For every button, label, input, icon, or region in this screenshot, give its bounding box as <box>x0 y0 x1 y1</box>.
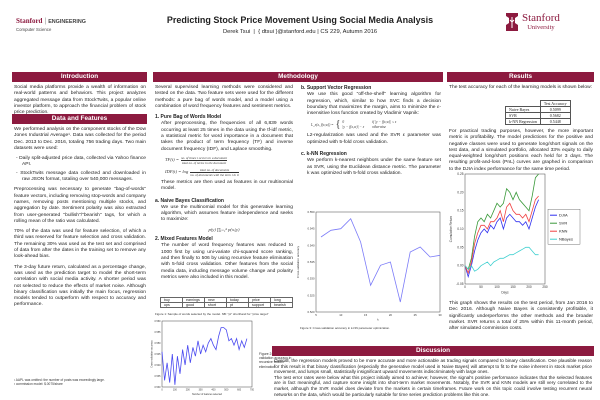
y-tick-label: 0.10 <box>457 227 463 231</box>
figure-3-caption: Figure 3: Cross-validation accuracy in k… <box>300 326 391 330</box>
results-summary-text: This graph shows the results on the test… <box>449 301 593 332</box>
y-tick-label: 0.540 <box>155 364 162 367</box>
introduction-text: Social media platforms provide a wealth … <box>14 85 146 116</box>
stanford-tree-seal-icon <box>506 13 518 31</box>
x-axis-label: k <box>377 318 379 322</box>
legend-label: NBayes <box>559 237 573 242</box>
authors: Derek Tsui | { dtsui }@stanford.edu | CS… <box>222 29 378 35</box>
results-intro: The test accuracy for each of the learni… <box>449 85 592 90</box>
figure-2-chart: 0 100 200 300 400 500 600 700 0.530 0.535 0.540 0.5… <box>150 320 255 396</box>
y-tick-label: 0.25 <box>457 172 463 176</box>
figure-1-caption: Figure 1: Sample of words selected by th… <box>155 312 269 316</box>
x-tick-label: 50 <box>479 285 483 289</box>
legend: DJIA SVR KNN NBayes <box>547 209 581 245</box>
y-tick-label: 0.520 <box>308 310 315 314</box>
discussion-header: Discussion <box>272 346 594 356</box>
accuracy-table: Test Accuracy Naive Bayes 0.5099 SVR 0.568… <box>505 100 571 125</box>
y-tick-label: 0.540 <box>308 243 315 247</box>
table-row: k-NN Regression 0.5448 <box>505 118 571 125</box>
y-tick-label: 0.530 <box>308 277 315 281</box>
selected-words-table: buy earnings new today price long ups good shor… <box>160 297 293 308</box>
poster-title: Predicting Stock Price Movement Using So… <box>166 15 434 25</box>
y-tick-label: 0.535 <box>308 260 315 264</box>
x-tick-label: 15 <box>364 313 368 317</box>
results-header: Results <box>447 72 594 82</box>
x-tick-label: 300 <box>199 388 204 391</box>
table-row: ups good short pt support bearish <box>160 302 293 308</box>
y-tick-label: 0.20 <box>457 190 463 194</box>
methodology-right: b. Support Vector Regression We use this… <box>301 85 441 176</box>
series-line <box>161 327 248 385</box>
x-tick-label: 150 <box>510 285 516 289</box>
results-profitability-text: For practical trading purposes, however,… <box>449 129 593 172</box>
y-tick-label: -0.05 <box>456 282 463 286</box>
y-tick-label: 0.15 <box>457 209 463 213</box>
x-tick-label: 10 <box>339 313 343 317</box>
header: Stanford | ENGINEERING Computer Science … <box>0 0 600 45</box>
x-tick-label: 0 <box>464 285 466 289</box>
y-tick-label: 0.535 <box>155 375 162 378</box>
legend-label: KNN <box>559 229 568 234</box>
series-line <box>320 217 441 303</box>
series-line-djia <box>464 199 539 279</box>
y-axis-label: Cross-validation accuracy <box>296 245 300 278</box>
x-tick-label: 20 <box>389 313 393 317</box>
series-line-nbayes <box>464 246 539 272</box>
plot-frame <box>464 173 546 285</box>
table-row: buy earnings new today price long <box>160 297 293 303</box>
y-tick-label: 0.530 <box>155 386 162 389</box>
y-tick-label: 0.545 <box>155 353 162 356</box>
plot-frame <box>161 320 253 388</box>
stanford-university-logo: Stanford University <box>505 12 560 32</box>
methodology-header: Methodology <box>153 72 443 82</box>
y-tick-label: 0.550 <box>155 342 162 345</box>
footnotes: ¹ AAPL was omitted: the number of posts … <box>14 378 105 386</box>
naive-bayes-formula: p(y) ∏ᵢ₌₁ⁿ p(xᵢ|y) <box>208 226 240 232</box>
x-tick-label: 100 <box>494 285 500 289</box>
y-tick-label: 0.00 <box>457 264 463 268</box>
idf-formula: IDF(t) = log total no. of documents no. of… <box>165 167 239 177</box>
methodology-left: Several supervised learning methods were… <box>155 85 293 280</box>
data-features-header: Data and Features <box>12 114 147 124</box>
y-tick-label: 0.545 <box>308 227 315 231</box>
stanford-engineering-logo: Stanford | ENGINEERING Computer Science <box>16 17 86 32</box>
x-tick-label: 200 <box>186 388 191 391</box>
tf-formula: TF(t) = no. of times t occurs in a docume… <box>165 155 228 165</box>
x-tick-label: 700 <box>250 388 255 391</box>
legend-label: SVR <box>559 221 567 226</box>
y-axis-label: Cross-validation accuracy <box>150 340 153 368</box>
x-tick-label: 25 <box>414 313 418 317</box>
y-tick-label: 0.560 <box>155 320 162 323</box>
figure-2-caption: Figure 2: Cross-validation accuracy in r… <box>259 352 292 369</box>
svr-loss-formula: L_ε(x, f(x,w)) = { 0 if |y − f(x,w)| ≤ ε … <box>311 119 397 131</box>
y-tick-label: 0.05 <box>457 245 463 249</box>
series-line-knn <box>464 195 539 275</box>
y-tick-label: 0.555 <box>155 331 162 334</box>
plot-frame <box>315 211 441 313</box>
x-tick-label: 600 <box>237 388 242 391</box>
pnl-chart: 0 50 100 150 200 250 -0.05 0.00 0.05 0.10 0.15 0.20… <box>449 172 581 294</box>
series-line-svr <box>464 173 539 271</box>
x-tick-label: 200 <box>526 285 532 289</box>
y-axis-label: Cumulative Return <box>449 216 453 243</box>
y-tick-label: 0.550 <box>308 210 315 214</box>
discussion-text: Overall, the regression models proved to… <box>274 358 592 397</box>
legend-label: DJIA <box>559 213 568 218</box>
x-tick-label: 500 <box>224 388 229 391</box>
x-tick-label: 0 <box>161 388 163 391</box>
figure-3-chart: 5 10 15 20 25 30 0.520 0.525 0.530 0.535 0.540 0.54… <box>296 210 442 322</box>
data-features-body: We performed analysis on the component s… <box>14 127 146 308</box>
x-tick-label: 250 <box>542 285 548 289</box>
x-tick-label: 30 <box>438 313 442 317</box>
x-tick-label: 100 <box>173 388 178 391</box>
y-tick-label: 0.525 <box>308 293 315 297</box>
introduction-header: Introduction <box>12 72 147 82</box>
x-tick-label: 400 <box>211 388 216 391</box>
x-axis-label: Number of features selected <box>192 393 223 396</box>
x-tick-label: 5 <box>315 313 317 317</box>
x-axis-label: Days <box>501 290 509 294</box>
